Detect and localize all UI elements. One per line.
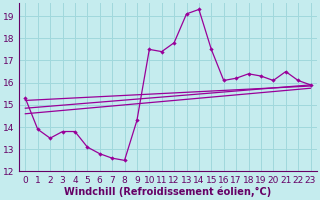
- X-axis label: Windchill (Refroidissement éolien,°C): Windchill (Refroidissement éolien,°C): [64, 187, 272, 197]
